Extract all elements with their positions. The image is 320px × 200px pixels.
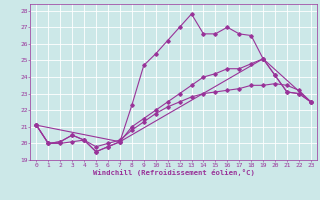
X-axis label: Windchill (Refroidissement éolien,°C): Windchill (Refroidissement éolien,°C) xyxy=(93,169,254,176)
